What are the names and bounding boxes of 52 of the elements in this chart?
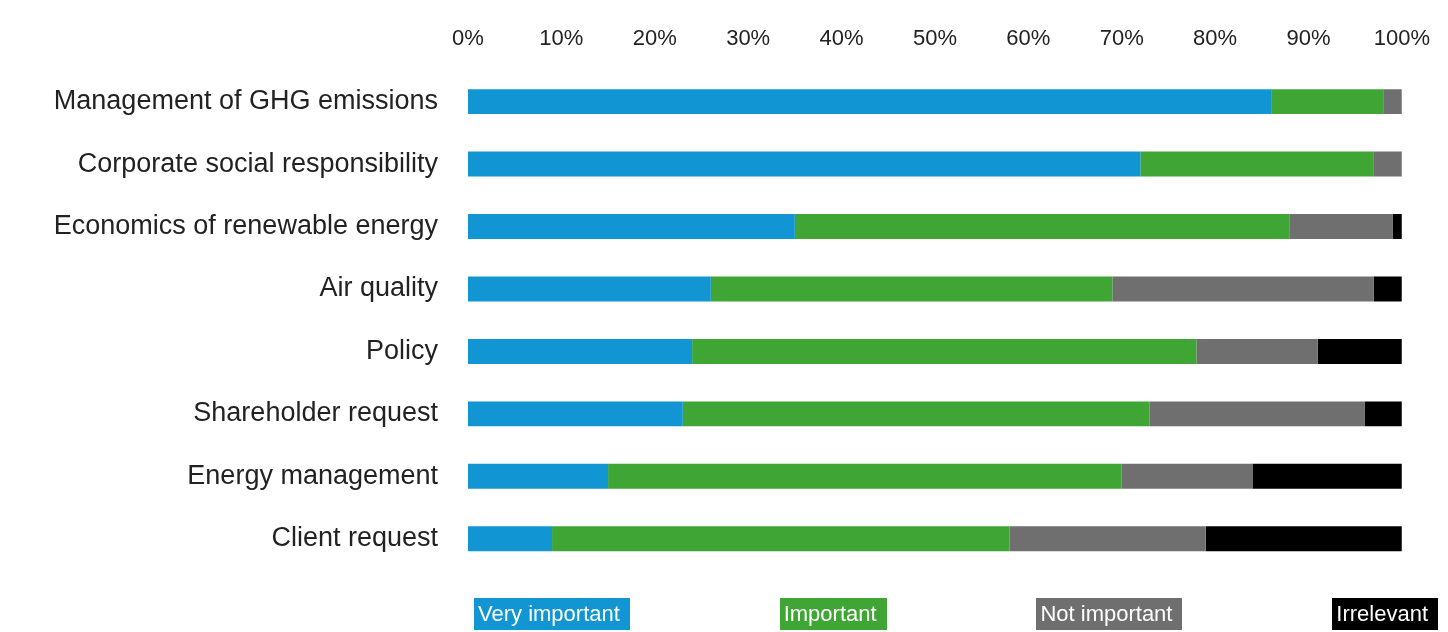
bar <box>692 338 1197 364</box>
bar <box>608 463 1122 489</box>
x-tick-label: 80% <box>1193 25 1238 51</box>
text: Not important <box>1036 598 1183 630</box>
bar <box>1140 151 1374 177</box>
x-tick-label: 100% <box>1373 25 1431 51</box>
x-tick-label: 70% <box>1099 25 1144 51</box>
bar <box>468 151 1141 177</box>
bar <box>1009 526 1206 552</box>
y-tick-label: Energy management <box>187 459 439 490</box>
bar <box>794 214 1290 240</box>
y-tick-label: Management of GHG emissions <box>53 85 438 116</box>
bar <box>1373 276 1402 302</box>
y-tick-label: Corporate social responsibility <box>77 147 439 178</box>
bar <box>682 401 1150 427</box>
bar <box>1317 338 1402 364</box>
x-tick-label: 50% <box>912 25 957 51</box>
bar <box>468 401 683 427</box>
bar <box>1196 338 1318 364</box>
y-tick-label: Policy <box>365 334 439 365</box>
x-tick-label: 30% <box>726 25 771 51</box>
bar <box>468 89 1272 115</box>
bar <box>468 214 795 240</box>
bar <box>552 526 1010 552</box>
y-tick-label: Client request <box>271 522 439 553</box>
bar <box>1149 401 1365 427</box>
bar <box>468 338 693 364</box>
x-tick-label: 0% <box>452 25 484 51</box>
bar <box>468 463 609 489</box>
y-tick-label: Economics of renewable energy <box>53 209 439 240</box>
x-tick-label: 20% <box>632 25 677 51</box>
y-tick-label: Shareholder request <box>193 397 439 428</box>
bar <box>1271 89 1384 115</box>
bar <box>710 276 1113 302</box>
text: Very important <box>474 598 630 630</box>
bar <box>468 276 711 302</box>
bar <box>1205 526 1402 552</box>
bar <box>1373 151 1402 177</box>
text: Important <box>779 598 887 630</box>
bar <box>1289 214 1393 240</box>
x-tick-label: 40% <box>819 25 864 51</box>
bar <box>1252 463 1402 489</box>
x-tick-label: 60% <box>1006 25 1051 51</box>
bar <box>1121 463 1253 489</box>
bar <box>1364 401 1402 427</box>
x-tick-label: 10% <box>539 25 584 51</box>
bar <box>1383 89 1402 115</box>
y-tick-label: Air quality <box>319 272 439 303</box>
bar <box>468 526 553 552</box>
text: Irrelevant <box>1332 598 1438 630</box>
x-tick-label: 90% <box>1286 25 1331 51</box>
bar <box>1112 276 1374 302</box>
